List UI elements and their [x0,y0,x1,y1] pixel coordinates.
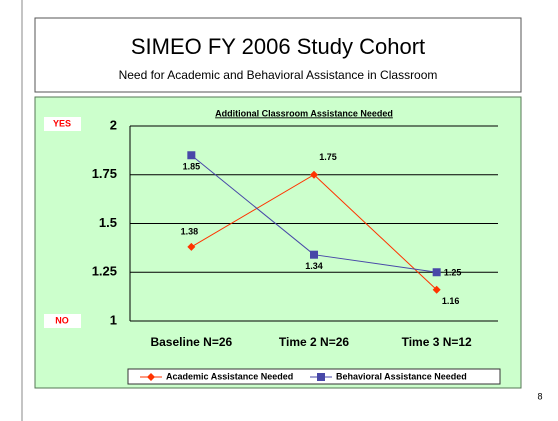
data-point [432,285,441,294]
chart-title: Additional Classroom Assistance Needed [215,108,393,118]
page-number: 8 [537,391,542,401]
x-tick-label: Time 2 N=26 [279,335,349,349]
y-tick-label: 1 [110,312,117,327]
data-label: 1.34 [305,261,323,271]
legend-label: Behavioral Assistance Needed [336,371,467,381]
data-point [310,170,318,179]
data-label: 1.85 [183,162,201,172]
data-point [432,268,441,277]
data-label: 1.38 [181,226,199,236]
slide-subtitle: Need for Academic and Behavioral Assista… [119,68,438,82]
y-tick-label: 1.5 [99,215,117,230]
y-tick-label: 2 [110,117,117,132]
data-label: 1.16 [442,296,460,306]
no-label: NO [55,315,69,325]
data-point [187,151,196,160]
x-tick-label: Time 3 N=12 [402,335,472,349]
yes-label: YES [53,118,71,128]
data-label: 1.25 [444,268,462,278]
title-box [34,17,522,93]
no-box [44,314,81,328]
legend-label: Academic Assistance Needed [166,371,293,381]
slide-title: SIMEO FY 2006 Study Cohort [131,34,425,59]
data-point [187,242,196,251]
y-tick-label: 1.25 [92,264,117,279]
data-point [310,250,318,259]
chart-area [34,96,522,389]
y-tick-label: 1.75 [92,166,117,181]
yes-box [44,117,81,131]
legend-marker [147,373,155,381]
legend-marker [317,373,325,381]
data-label: 1.75 [319,152,337,162]
x-tick-label: Baseline N=26 [150,335,232,349]
